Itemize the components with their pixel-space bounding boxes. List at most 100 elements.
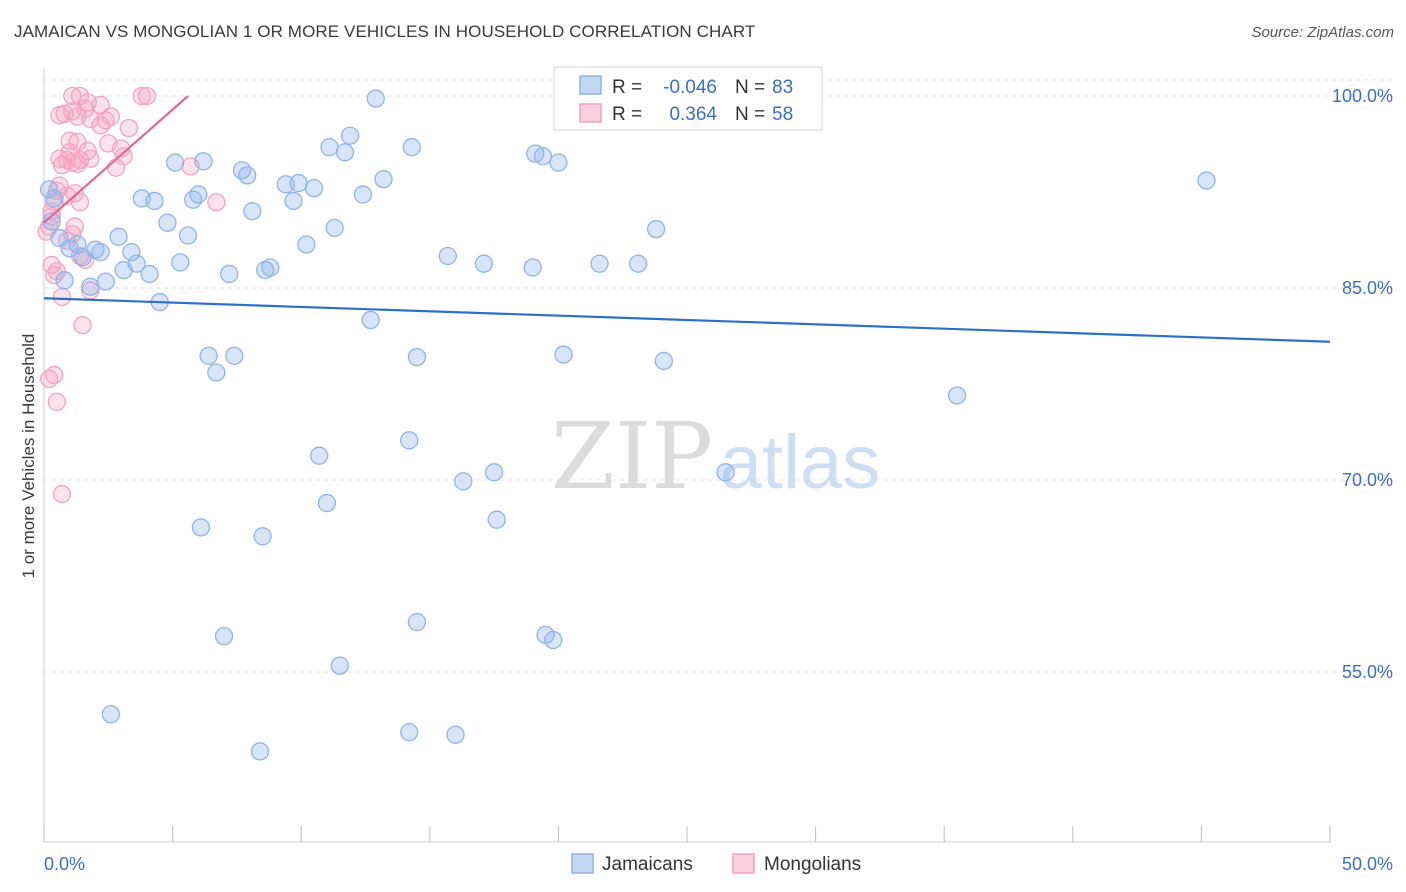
y-tick-label-85: 85.0% [1342,278,1393,298]
jamaicans-point-1 [42,212,61,231]
legend-swatch-jamaicans [579,75,602,95]
jamaicans-point-58 [590,254,609,273]
jamaicans-point-32 [238,166,257,185]
y-axis-label: 1 or more Vehicles in Household [19,334,38,579]
x-tick-label-50: 50.0% [1342,854,1393,874]
jamaicans-point-73 [191,518,211,537]
jamaicans-point-15 [127,254,146,273]
watermark-zip: ZIP [551,403,713,510]
jamaicans-trend-line [43,297,1331,343]
x-tick-labels: 0.0% 50.0% [44,854,1393,874]
jamaicans-point-22 [171,253,190,272]
jamaicans-point-20 [158,213,177,232]
jamaicans-point-68 [400,431,419,450]
jamaicans-point-25 [189,185,208,204]
jamaicans-point-44 [340,126,360,145]
mongolians-point-57 [60,143,79,162]
jamaicans-point-47 [366,89,385,108]
chart-title: JAMAICAN VS MONGOLIAN 1 OR MORE VEHICLES… [14,22,756,41]
mongolians-point-15 [119,118,139,138]
jamaicans-point-77 [330,656,349,675]
source-label: Source: ZipAtlas.com [1251,24,1394,41]
jamaicans-point-60 [646,219,666,239]
mongolians-point-46 [73,315,92,335]
mongolians-point-54 [81,149,100,168]
legend-n-value-2: 58 [772,104,793,125]
jamaicans-point-80 [101,705,121,724]
mongolians-point-49 [47,392,67,412]
jamaicans-points [39,86,1216,761]
jamaicans-point-81 [250,742,270,761]
mongolians-point-11 [81,109,100,129]
mongolians-point-50 [52,484,72,504]
jamaicans-point-40 [304,179,324,198]
jamaicans-point-38 [289,173,308,193]
jamaicans-point-50 [407,347,427,367]
jamaicans-point-24 [184,190,203,209]
legend-n-label-2: N = [735,104,765,125]
legend-r-value-2: 0.364 [669,104,717,125]
legend-r-label-2: R = [612,104,642,125]
jamaicans-point-29 [220,264,239,284]
y-tick-label-100: 100.0% [1332,86,1393,106]
jamaicans-point-56 [549,153,568,172]
x-tick-label-0: 0.0% [44,854,85,874]
mongolians-points [37,86,226,504]
jamaicans-point-59 [628,254,648,273]
mongolians-point-2 [132,86,151,106]
jamaicans-point-75 [214,627,234,646]
jamaicans-point-33 [243,202,262,221]
jamaicans-point-30 [225,346,244,365]
jamaicans-point-41 [320,138,339,157]
legend-n-label-1: N = [735,77,765,98]
mongolians-point-48 [39,369,59,389]
jamaicans-point-27 [199,346,218,365]
jamaicans-point-28 [207,363,226,382]
legend-r-label-1: R = [612,77,642,98]
jamaicans-point-67 [317,493,337,513]
jamaicans-point-14 [122,243,141,262]
jamaicans-point-8 [81,277,100,296]
mongolians-point-14 [91,116,110,135]
jamaicans-point-83 [446,725,465,744]
jamaicans-point-12 [109,227,128,246]
legend-swatch-mongolians [579,103,602,123]
jamaicans-point-45 [353,185,373,204]
jamaicans-point-53 [523,258,542,277]
jamaicans-point-49 [402,138,421,157]
jamaicans-point-82 [400,723,419,742]
jamaicans-point-0 [39,180,59,199]
legend-label-jamaicans: Jamaicans [602,854,693,875]
mongolians-point-43 [45,266,64,285]
jamaicans-point-42 [325,218,344,237]
jamaicans-point-39 [297,235,316,254]
jamaicans-point-2 [45,189,64,208]
jamaicans-point-79 [544,630,563,650]
bottom-swatch-jamaicans [571,853,594,874]
jamaicans-point-76 [407,612,427,632]
mongolians-point-45 [52,287,72,307]
y-tick-label-55: 55.0% [1342,662,1393,682]
mongolians-point-55 [99,134,118,153]
mongolians-point-0 [63,86,82,106]
jamaicans-point-37 [284,191,303,211]
series-legend: Jamaicans Mongolians [571,853,861,875]
jamaicans-point-66 [310,446,329,465]
jamaicans-point-65 [1197,171,1216,190]
jamaicans-point-52 [474,254,493,273]
watermark: ZIP atlas [551,403,880,510]
mongolians-point-34 [207,193,226,212]
jamaicans-point-26 [194,152,213,171]
jamaicans-point-64 [947,386,967,405]
mongolians-trend-line [43,95,189,224]
y-tick-labels: 55.0% 70.0% 85.0% 100.0% [1332,86,1393,682]
trend-lines [43,95,1331,343]
jamaicans-point-72 [716,463,735,482]
legend-r-value-1: -0.046 [663,77,717,98]
jamaicans-point-61 [654,351,674,371]
mongolians-point-33 [70,193,90,212]
jamaicans-point-70 [484,463,504,482]
jamaicans-point-48 [374,170,393,189]
jamaicans-point-23 [178,226,198,245]
